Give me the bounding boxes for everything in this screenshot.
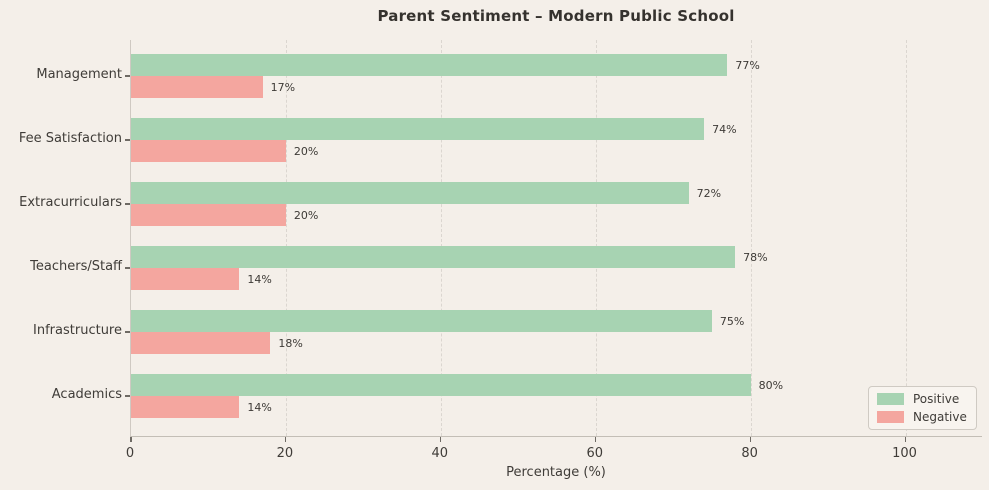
bar-negative-5 bbox=[131, 396, 240, 418]
y-tick-mark-1 bbox=[125, 139, 130, 141]
bar-negative-4 bbox=[131, 332, 271, 354]
x-tick-label-40: 40 bbox=[431, 446, 449, 461]
bar-negative-2 bbox=[131, 204, 286, 226]
y-category-label-5: Academics bbox=[51, 387, 122, 402]
x-tick-mark-100 bbox=[904, 437, 907, 442]
y-tick-mark-0 bbox=[125, 75, 130, 77]
bar-negative-0 bbox=[131, 76, 263, 98]
value-label-negative-0: 17% bbox=[270, 80, 296, 94]
legend: Positive Negative bbox=[868, 386, 977, 430]
value-label-positive-0: 77% bbox=[735, 58, 760, 72]
x-tick-label-20: 20 bbox=[276, 446, 294, 461]
value-label-positive-3: 78% bbox=[743, 250, 768, 264]
y-category-label-1: Fee Satisfaction bbox=[18, 131, 122, 146]
legend-label-negative: Negative bbox=[913, 410, 967, 424]
plot-area: 77% 17% 74% 20% 72% 20% 78% 14% 75% 18% 80% 14% bbox=[130, 40, 982, 437]
bar-negative-1 bbox=[131, 140, 286, 162]
y-tick-mark-4 bbox=[125, 331, 130, 333]
x-tick-mark-80 bbox=[749, 437, 752, 442]
y-tick-mark-2 bbox=[125, 203, 130, 205]
x-tick-label-100: 100 bbox=[892, 446, 917, 461]
x-tick-mark-0 bbox=[130, 437, 132, 442]
value-label-positive-5: 80% bbox=[758, 378, 784, 392]
bar-positive-2 bbox=[131, 182, 689, 204]
bar-positive-3 bbox=[131, 246, 736, 268]
value-label-positive-4: 75% bbox=[719, 314, 745, 328]
bar-positive-0 bbox=[131, 54, 728, 76]
gridline-80 bbox=[750, 40, 752, 436]
x-axis-label: Percentage (%) bbox=[506, 465, 606, 480]
value-label-negative-5: 14% bbox=[247, 400, 272, 414]
bar-negative-3 bbox=[131, 268, 240, 290]
bar-positive-5 bbox=[131, 374, 751, 396]
legend-entry-positive: Positive bbox=[877, 392, 968, 406]
y-tick-mark-3 bbox=[125, 267, 130, 269]
value-label-negative-4: 18% bbox=[278, 336, 303, 350]
y-category-label-0: Management bbox=[36, 67, 122, 82]
chart-title: Parent Sentiment – Modern Public School bbox=[377, 7, 735, 25]
value-label-negative-3: 14% bbox=[247, 272, 272, 286]
x-tick-label-0: 0 bbox=[125, 446, 135, 461]
value-label-negative-2: 20% bbox=[293, 208, 319, 222]
gridline-60 bbox=[595, 40, 597, 436]
x-tick-mark-20 bbox=[284, 437, 287, 442]
negative-swatch-icon bbox=[877, 411, 904, 423]
value-label-positive-1: 74% bbox=[712, 122, 737, 136]
x-tick-label-80: 80 bbox=[741, 446, 758, 461]
bar-positive-4 bbox=[131, 310, 712, 332]
legend-entry-negative: Negative bbox=[877, 410, 968, 424]
value-label-negative-1: 20% bbox=[293, 144, 319, 158]
bar-positive-1 bbox=[131, 118, 705, 140]
gridline-20 bbox=[285, 40, 287, 436]
y-category-label-4: Infrastructure bbox=[33, 323, 122, 338]
y-category-label-3: Teachers/Staff bbox=[30, 259, 122, 274]
legend-label-positive: Positive bbox=[913, 392, 960, 406]
x-tick-label-60: 60 bbox=[586, 446, 603, 461]
y-tick-mark-5 bbox=[125, 395, 130, 397]
positive-swatch-icon bbox=[877, 393, 904, 405]
gridline-40 bbox=[440, 40, 442, 436]
x-tick-mark-60 bbox=[594, 437, 597, 442]
value-label-positive-2: 72% bbox=[696, 186, 722, 200]
gridline-100 bbox=[905, 40, 907, 436]
x-tick-mark-40 bbox=[439, 437, 442, 442]
y-category-label-2: Extracurriculars bbox=[19, 195, 122, 210]
